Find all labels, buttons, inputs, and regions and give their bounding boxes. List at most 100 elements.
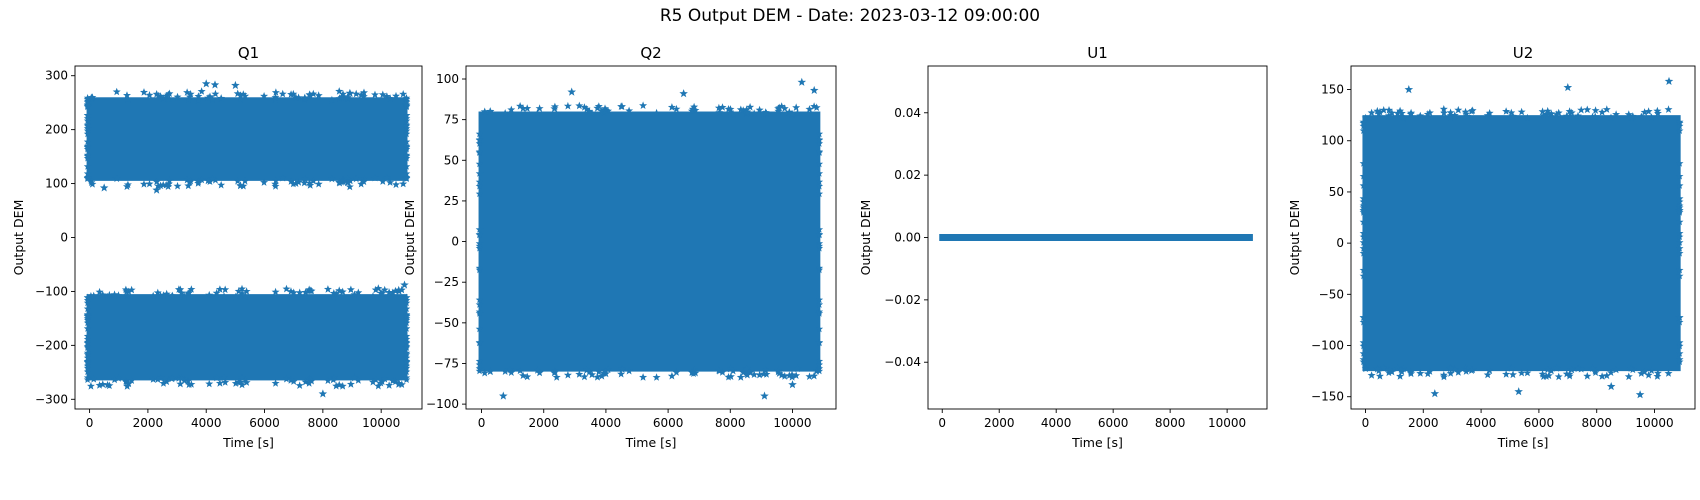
data-point bbox=[402, 361, 411, 370]
figure-title: R5 Output DEM - Date: 2023-03-12 09:00:0… bbox=[659, 6, 1041, 26]
data-point bbox=[386, 178, 395, 186]
data-point bbox=[83, 130, 92, 138]
data-point bbox=[815, 160, 824, 168]
data-point bbox=[1397, 112, 1406, 120]
data-point bbox=[402, 367, 411, 376]
data-point bbox=[212, 373, 221, 382]
data-point bbox=[1359, 349, 1368, 357]
outlier-point bbox=[810, 85, 819, 94]
data-point bbox=[597, 372, 606, 380]
data-point bbox=[233, 89, 242, 98]
data-point bbox=[236, 181, 245, 190]
data-point bbox=[233, 177, 242, 185]
data-point bbox=[402, 318, 411, 327]
data-point bbox=[1385, 106, 1393, 114]
y-tick-label: 50 bbox=[1329, 185, 1344, 199]
data-point bbox=[1588, 112, 1597, 121]
data-point bbox=[239, 90, 248, 98]
data-point bbox=[1675, 218, 1684, 226]
data-point bbox=[762, 109, 771, 117]
data-point bbox=[1379, 106, 1388, 114]
data-point bbox=[1637, 112, 1646, 121]
y-tick-label: −100 bbox=[35, 284, 68, 298]
data-point bbox=[159, 94, 168, 102]
data-point bbox=[185, 92, 194, 101]
data-point bbox=[145, 179, 154, 188]
data-point bbox=[1359, 122, 1368, 130]
x-tick-label: 6000 bbox=[249, 416, 280, 430]
data-point bbox=[87, 292, 95, 300]
subplot-q2: 0 2000 4000 6000 8000 10000 −100 −75 −50 −25 0 25 50… bbox=[402, 44, 837, 450]
data-point bbox=[1425, 367, 1434, 375]
data-point bbox=[475, 139, 484, 147]
data-point bbox=[83, 312, 92, 320]
data-point bbox=[1598, 372, 1607, 380]
data-point bbox=[746, 368, 755, 377]
data-point bbox=[83, 338, 92, 346]
data-point bbox=[208, 95, 217, 103]
data-point bbox=[140, 88, 148, 96]
data-band-1 bbox=[1362, 115, 1681, 372]
y-tick-label: −25 bbox=[434, 275, 459, 289]
data-point bbox=[1567, 108, 1576, 117]
data-point bbox=[242, 378, 251, 386]
data-point bbox=[156, 291, 165, 300]
data-point bbox=[1485, 366, 1494, 374]
x-tick-label: 2000 bbox=[984, 416, 1015, 430]
data-point bbox=[1675, 272, 1684, 280]
data-point bbox=[105, 381, 114, 390]
data-point bbox=[354, 288, 363, 297]
x-axis-label: Time [s] bbox=[1497, 435, 1549, 450]
data-point bbox=[755, 105, 764, 114]
data-point bbox=[672, 368, 681, 376]
data-point bbox=[1562, 111, 1571, 120]
data-point bbox=[1664, 369, 1673, 377]
data-point bbox=[593, 373, 602, 381]
data-point bbox=[1664, 105, 1673, 113]
data-point bbox=[343, 178, 352, 186]
data-point bbox=[127, 376, 136, 384]
data-point bbox=[301, 377, 310, 386]
data-point bbox=[580, 103, 589, 111]
data-point bbox=[335, 286, 344, 294]
data-point bbox=[1359, 218, 1368, 226]
data-point bbox=[402, 97, 411, 105]
data-point bbox=[156, 374, 165, 382]
data-point bbox=[1359, 357, 1368, 366]
outlier-point bbox=[1430, 389, 1440, 398]
data-point bbox=[475, 169, 484, 177]
data-point bbox=[402, 349, 411, 357]
data-point bbox=[391, 286, 400, 295]
data-point bbox=[1407, 369, 1416, 378]
data-point bbox=[327, 95, 336, 104]
data-point bbox=[215, 379, 224, 387]
data-point bbox=[486, 367, 495, 375]
y-tick-label: 25 bbox=[444, 194, 459, 208]
data-point bbox=[523, 104, 532, 112]
data-point bbox=[1446, 369, 1455, 377]
data-point bbox=[1359, 313, 1368, 321]
y-tick-label: −300 bbox=[35, 392, 68, 406]
x-tick-label: 8000 bbox=[1155, 416, 1186, 430]
data-point bbox=[1393, 364, 1402, 372]
data-point bbox=[307, 376, 316, 385]
data-point bbox=[726, 364, 735, 373]
data-point bbox=[197, 87, 206, 95]
subplot-u1: 0 2000 4000 6000 8000 10000 −0.04 −0.02 0.00 0.02… bbox=[858, 44, 1268, 450]
y-tick-label: 0 bbox=[60, 231, 68, 245]
data-point bbox=[1640, 367, 1649, 376]
subplot-title: Q2 bbox=[640, 44, 661, 62]
data-point bbox=[1675, 338, 1684, 346]
x-tick-label: 4000 bbox=[1041, 416, 1072, 430]
data-point bbox=[123, 95, 132, 103]
data-point bbox=[1423, 110, 1432, 118]
data-point bbox=[305, 285, 314, 294]
data-point bbox=[335, 380, 344, 389]
data-point bbox=[1359, 272, 1368, 280]
data-point bbox=[815, 189, 824, 198]
data-point bbox=[287, 177, 296, 185]
data-point bbox=[1612, 110, 1621, 118]
x-tick-label: 10000 bbox=[1208, 416, 1246, 430]
data-point bbox=[289, 288, 298, 297]
data-point bbox=[475, 300, 484, 308]
